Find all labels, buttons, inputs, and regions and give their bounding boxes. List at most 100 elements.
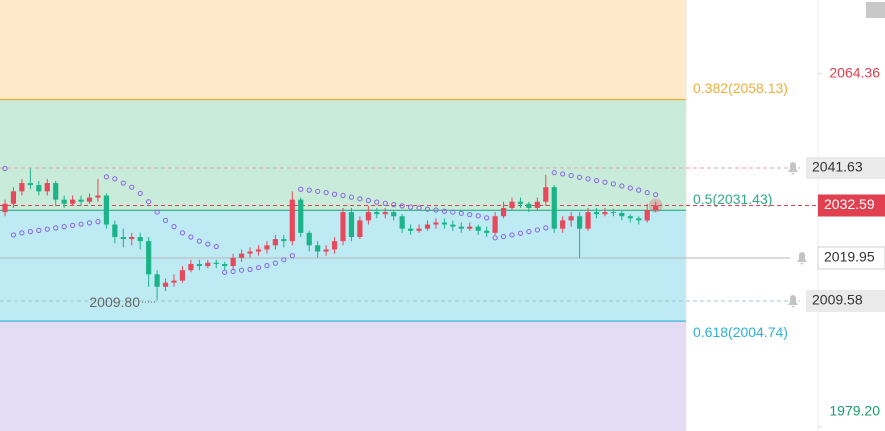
sar-dot <box>95 219 101 225</box>
candle-body <box>560 220 566 229</box>
candle-body <box>19 183 25 192</box>
sar-dot <box>585 176 591 182</box>
sar-dot <box>61 224 67 230</box>
candle-body <box>27 183 33 186</box>
sar-dot <box>331 191 338 197</box>
fib-label: 0.618(2004.74) <box>693 324 788 340</box>
sar-dot <box>255 265 262 271</box>
candle-body <box>357 220 363 237</box>
candle-body <box>10 191 17 204</box>
sar-dot <box>196 238 202 244</box>
candle-body <box>543 187 549 202</box>
sar-dot <box>213 243 219 250</box>
last-price-glow <box>648 198 663 213</box>
sar-dot <box>348 194 355 200</box>
candle-body <box>2 203 8 213</box>
sar-dot <box>44 226 50 232</box>
sar-dot <box>315 188 321 194</box>
candle-body <box>433 222 439 225</box>
sar-dot <box>593 177 600 184</box>
candle-body <box>602 212 608 215</box>
candle-body <box>154 274 160 287</box>
corner-button[interactable] <box>866 2 885 18</box>
candle-body <box>534 201 540 208</box>
candle-body <box>196 263 202 267</box>
sar-dot <box>399 203 405 209</box>
candle-body <box>619 212 625 217</box>
candle-body <box>86 197 93 202</box>
candle-body <box>44 183 50 192</box>
candle-body <box>382 212 388 215</box>
candle-body <box>509 201 515 208</box>
sar-dot <box>154 209 160 215</box>
sar-dot <box>382 200 388 206</box>
y-tick-label: 2064.36 <box>829 64 880 80</box>
candle-body <box>188 263 194 271</box>
sar-dot <box>560 171 566 177</box>
candle-body <box>289 199 295 242</box>
candle-body <box>467 226 473 229</box>
low-annotation: 2009.80 <box>89 294 140 310</box>
sar-dot <box>281 257 287 263</box>
candle-body <box>323 249 329 252</box>
sar-dot <box>340 192 346 199</box>
candle-body <box>593 212 600 215</box>
candle-body <box>441 222 447 225</box>
candle-body <box>391 212 397 217</box>
candle-body <box>399 216 405 229</box>
candle-body <box>331 241 338 250</box>
candle-body <box>568 216 574 221</box>
candle-body <box>239 253 245 258</box>
sar-dot <box>179 230 186 236</box>
sar-dot <box>517 230 524 236</box>
sar-dot <box>568 172 574 179</box>
price-label: 2019.95 <box>824 249 875 265</box>
candle-body <box>272 239 278 246</box>
sar-dot <box>610 181 617 187</box>
price-label: 2041.63 <box>812 159 863 175</box>
sar-dot <box>171 224 177 230</box>
sar-dot <box>162 217 169 223</box>
sar-dot <box>112 176 118 182</box>
sar-dot <box>86 220 93 226</box>
sar-dot <box>551 170 557 176</box>
candle-body <box>298 199 304 233</box>
sar-dot <box>264 263 270 269</box>
candle-body <box>644 210 650 221</box>
candle-body <box>171 280 177 283</box>
sar-dot <box>19 230 25 236</box>
sar-dot <box>577 174 583 180</box>
sar-dot <box>534 227 540 233</box>
sar-dot <box>636 187 642 193</box>
sar-dot <box>433 207 439 213</box>
candle-body <box>458 226 464 229</box>
candle-body <box>61 199 67 204</box>
fib-band <box>0 321 686 431</box>
candle-body <box>517 201 524 204</box>
sar-dot <box>450 209 456 215</box>
sar-dot <box>543 225 549 231</box>
candle-body <box>627 216 633 219</box>
sar-dot <box>306 187 312 193</box>
candle-body <box>340 212 346 242</box>
candle-body <box>162 282 169 287</box>
sar-dot <box>205 241 211 247</box>
candle-body <box>365 212 371 221</box>
sar-dot <box>365 197 371 204</box>
sar-dot <box>146 199 152 205</box>
candle-body <box>78 199 84 202</box>
candle-body <box>264 245 270 250</box>
candle-body <box>213 262 219 264</box>
candle-body <box>146 241 152 275</box>
candle-body <box>492 216 498 233</box>
sar-dot <box>644 189 650 196</box>
sar-dot <box>137 190 143 197</box>
price-label: 2032.59 <box>824 196 875 212</box>
candle-body <box>281 239 287 242</box>
candle-body <box>205 262 211 267</box>
sar-dot <box>627 185 633 191</box>
fib-band <box>0 99 686 211</box>
sar-dot <box>619 183 625 189</box>
candle-body <box>53 183 59 200</box>
candle-body <box>577 216 583 229</box>
